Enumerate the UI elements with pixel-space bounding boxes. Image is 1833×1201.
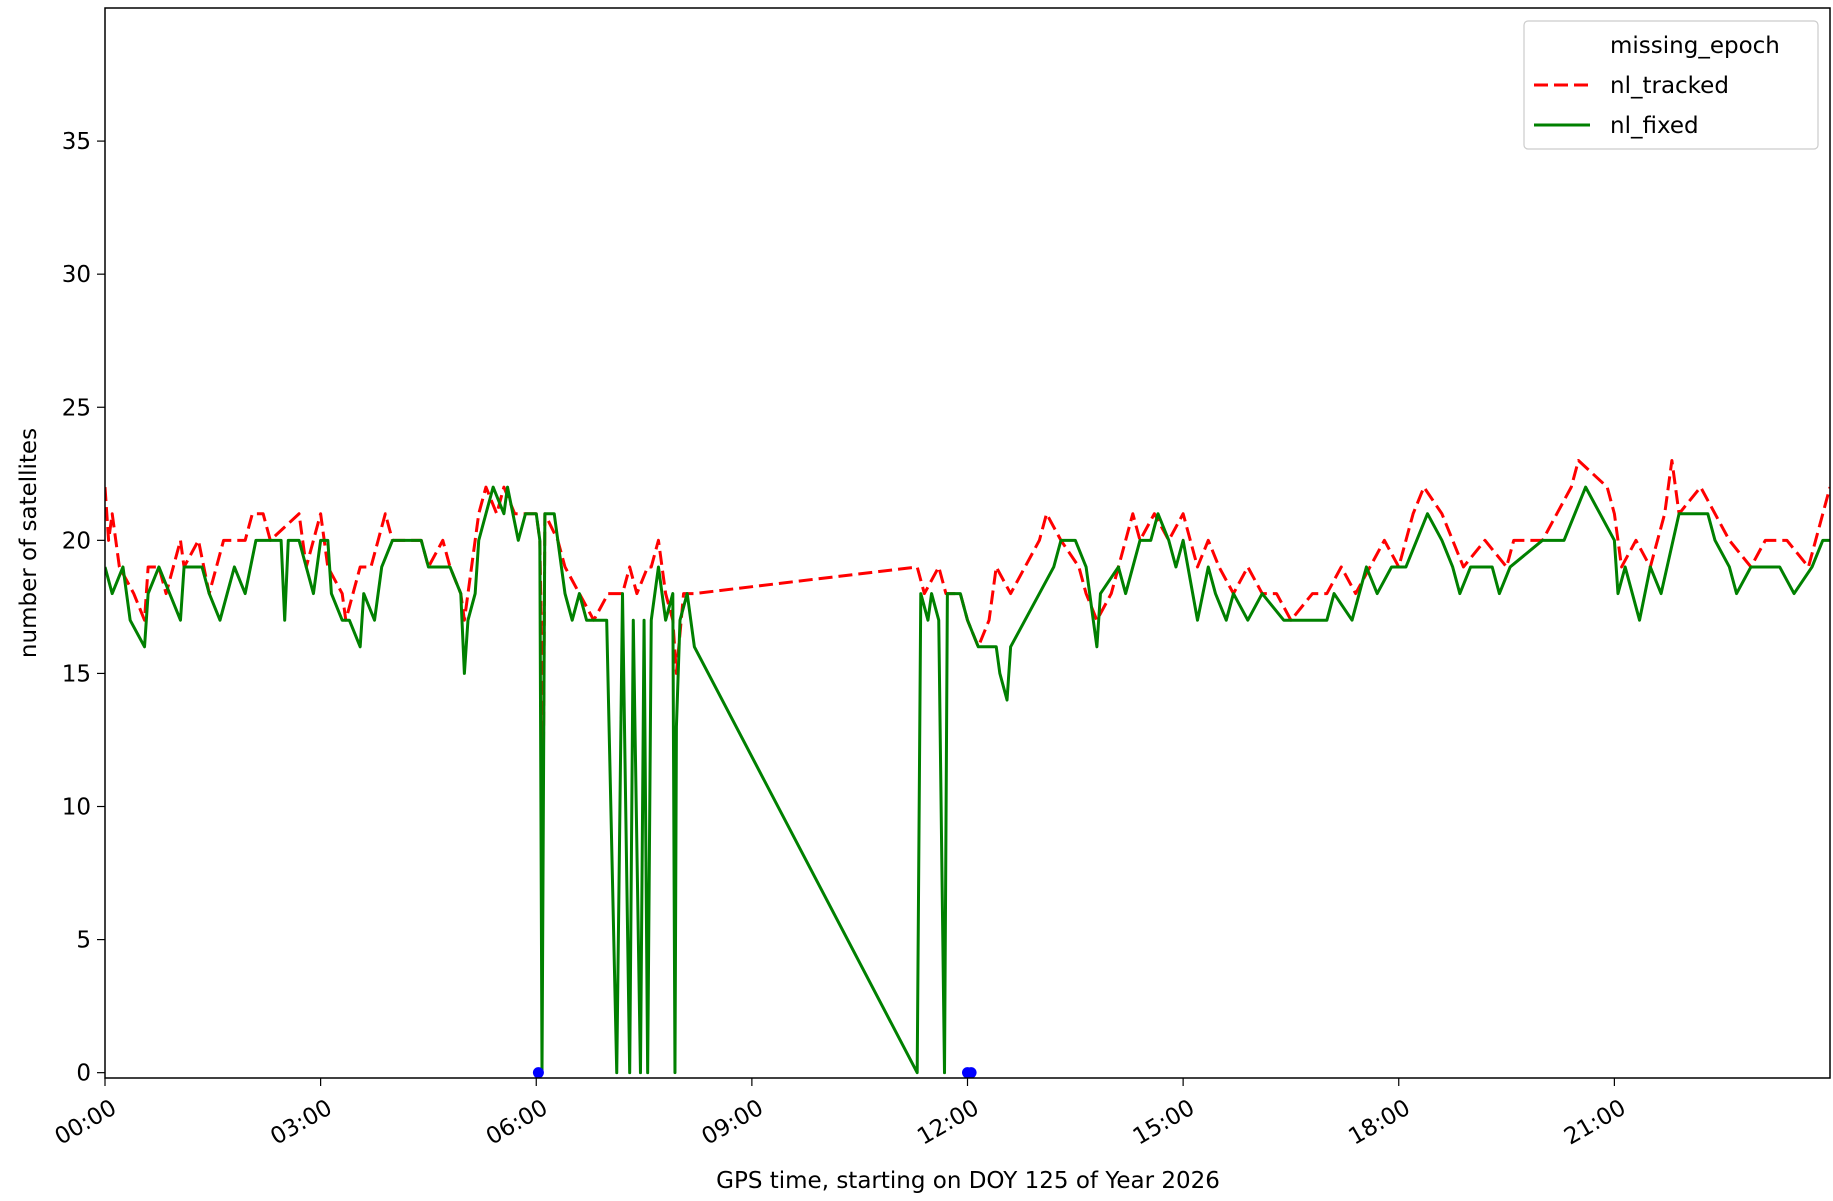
x-tick-label: 00:00 [51,1095,121,1151]
missing-epoch-point [965,1067,977,1079]
legend-label: nl_fixed [1610,113,1699,139]
y-tick-label: 35 [62,129,91,155]
y-tick-label: 0 [76,1061,91,1087]
x-tick-label: 09:00 [697,1095,767,1151]
legend-box [1523,20,1819,150]
y-axis-label: number of satellites [16,428,42,658]
x-tick-label: 21:00 [1560,1095,1630,1151]
y-tick-label: 5 [76,928,91,954]
y-tick-label: 15 [62,661,91,687]
x-tick-label: 18:00 [1344,1095,1414,1151]
y-tick-label: 25 [62,395,91,421]
legend-label: nl_tracked [1610,73,1729,99]
series-line [105,485,1830,1075]
x-axis-label: GPS time, starting on DOY 125 of Year 20… [716,1168,1220,1194]
plot-frame [104,7,1831,1079]
y-tick-label: 30 [62,262,91,288]
plot-area [105,458,1830,1075]
x-tick-label: 03:00 [266,1095,336,1151]
x-tick-label: 06:00 [482,1095,552,1151]
y-tick-label: 20 [62,528,91,554]
y-tick-label: 10 [62,795,91,821]
legend-label: missing_epoch [1610,33,1780,59]
missing-epoch-point [532,1067,544,1079]
x-tick-label: 15:00 [1129,1095,1199,1151]
x-tick-label: 12:00 [913,1095,983,1151]
